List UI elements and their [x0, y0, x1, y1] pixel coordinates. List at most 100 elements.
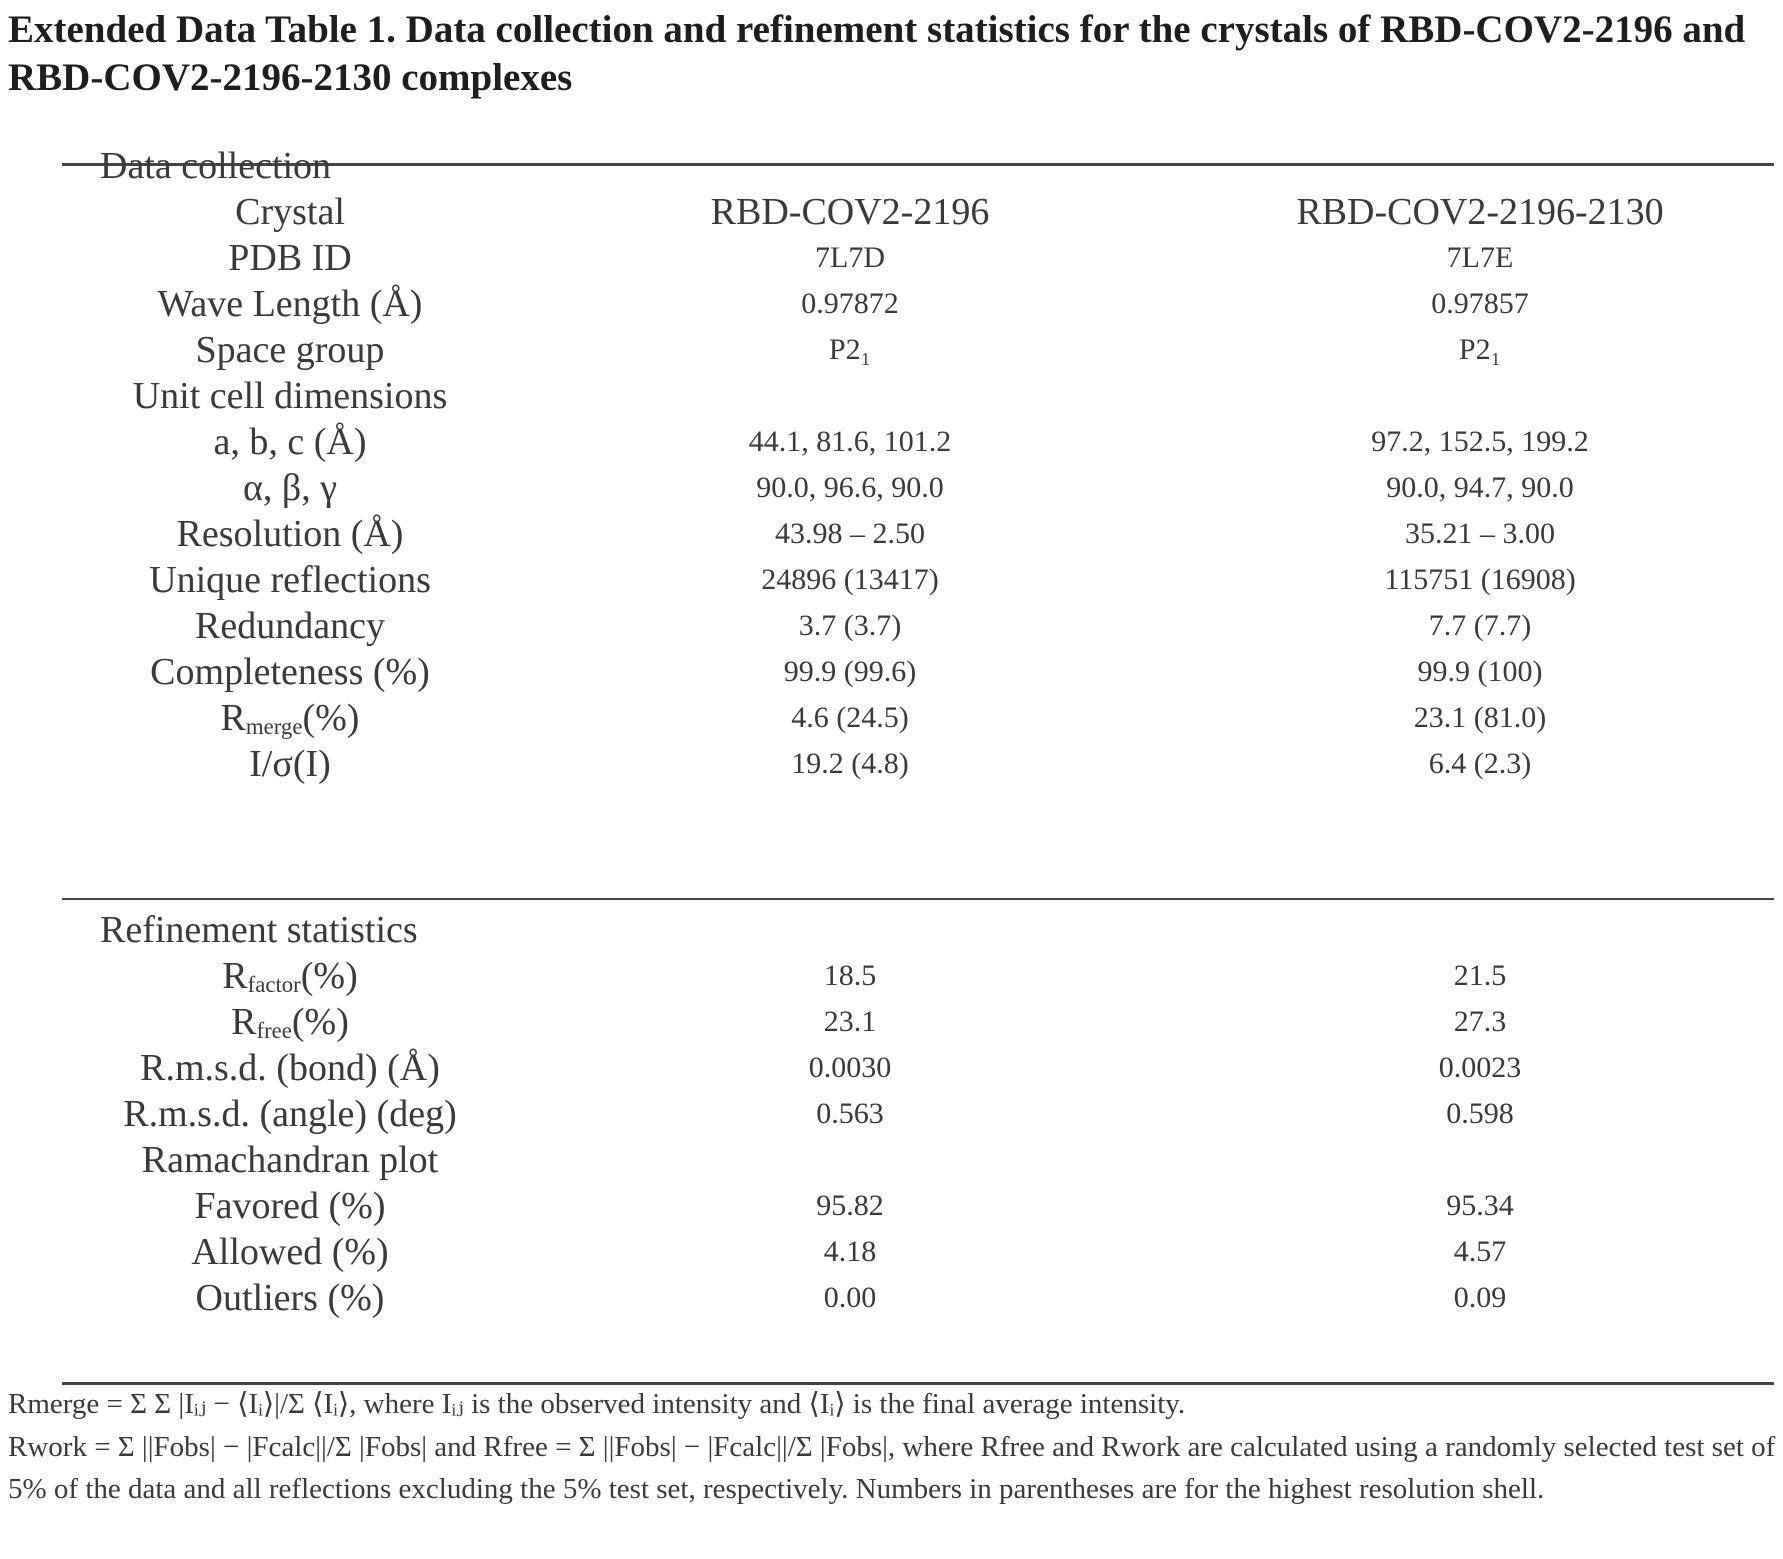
cell-value-1: 18.5	[823, 959, 877, 992]
row-label: Favored (%)	[194, 1185, 386, 1227]
row-label: Crystal	[235, 191, 345, 233]
label-tail: (%)	[300, 955, 358, 997]
row-label: I/σ(I)	[249, 743, 331, 785]
cell-value-2: 27.3	[1453, 1005, 1507, 1038]
cell-value-1: 24896 (13417)	[761, 563, 939, 596]
cell-value-2: 7.7 (7.7)	[1428, 609, 1532, 642]
section-divider	[62, 898, 1774, 900]
cell-value-1: 44.1, 81.6, 101.2	[748, 425, 952, 458]
cell-value-1: 23.1	[823, 1005, 877, 1038]
label-subscript: free	[256, 1018, 292, 1043]
cell-value-2: 97.2, 152.5, 199.2	[1371, 425, 1589, 458]
cell-value-2: 21.5	[1453, 959, 1507, 992]
row-label: Rmerge(%)	[70, 692, 510, 753]
row-label: R.m.s.d. (angle) (deg)	[123, 1093, 457, 1135]
table-row-angles: α, β, γ 90.0, 96.6, 90.0 90.0, 94.7, 90.…	[0, 462, 1783, 514]
cell-value-2: P2₁	[1458, 333, 1502, 366]
row-label: PDB ID	[228, 237, 352, 279]
cell-value-1: 0.97872	[801, 287, 899, 320]
cell-value-1: 95.82	[816, 1189, 884, 1222]
cell-value-1: 4.6 (24.5)	[791, 701, 909, 734]
table-row-pdb: PDB ID 7L7D 7L7E	[0, 232, 1783, 284]
section-data-collection: Data collection	[0, 140, 1783, 192]
cell-value-2: 7L7E	[1446, 241, 1514, 274]
row-label: Wave Length (Å)	[157, 283, 423, 325]
table-row-resolution: Resolution (Å) 43.98 – 2.50 35.21 – 3.00	[0, 508, 1783, 560]
table-row-ramachandran: Ramachandran plot	[0, 1134, 1783, 1186]
table-row-rmerge: Rmerge(%) 4.6 (24.5) 23.1 (81.0)	[0, 692, 1783, 744]
cell-value-2: 35.21 – 3.00	[1405, 517, 1555, 550]
row-label: Redundancy	[195, 605, 385, 647]
row-label: α, β, γ	[242, 467, 338, 509]
bottom-rule	[62, 1382, 1774, 1385]
row-label: Allowed (%)	[191, 1231, 389, 1273]
section-refinement: Refinement statistics	[0, 904, 1783, 956]
table-row-unit-cell: Unit cell dimensions	[0, 370, 1783, 422]
label-tail: (%)	[291, 1001, 349, 1043]
table-row-completeness: Completeness (%) 99.9 (99.6) 99.9 (100)	[0, 646, 1783, 698]
cell-value-2: 95.34	[1446, 1189, 1514, 1222]
table-row-redundancy: Redundancy 3.7 (3.7) 7.7 (7.7)	[0, 600, 1783, 652]
section-label: Data collection	[100, 145, 332, 187]
cell-value-1: 19.2 (4.8)	[791, 747, 909, 780]
cell-value-1: 0.00	[823, 1281, 877, 1314]
row-label: R.m.s.d. (bond) (Å)	[140, 1047, 440, 1089]
cell-value-1: 90.0, 96.6, 90.0	[756, 471, 944, 504]
section-label: Refinement statistics	[100, 909, 418, 951]
table-row-abc: a, b, c (Å) 44.1, 81.6, 101.2 97.2, 152.…	[0, 416, 1783, 468]
cell-value-2: 0.598	[1446, 1097, 1514, 1130]
label-main: R	[222, 955, 248, 997]
cell-value-2: 23.1 (81.0)	[1413, 701, 1547, 734]
table-row-favored: Favored (%) 95.82 95.34	[0, 1180, 1783, 1232]
table-row-rfree: Rfree(%) 23.1 27.3	[0, 996, 1783, 1048]
cell-value-2: 0.97857	[1431, 287, 1529, 320]
row-label: Rfactor(%)	[70, 950, 510, 1011]
row-label: Unique reflections	[149, 559, 431, 601]
top-rule	[62, 163, 1774, 166]
row-label: Space group	[195, 329, 385, 371]
footnote-rwork-rfree: Rwork = Σ ||Fobs| − |Fcalc||/Σ |Fobs| an…	[8, 1431, 1776, 1505]
label-main: R	[220, 697, 246, 739]
footnote-rmerge: Rmerge = Σ Σ |Iᵢⱼ − ⟨Iᵢ⟩|/Σ ⟨Iᵢ⟩, where …	[8, 1388, 1186, 1420]
row-label: Rfree(%)	[70, 996, 510, 1057]
table-row-rfactor: Rfactor(%) 18.5 21.5	[0, 950, 1783, 1002]
table-row-rmsd-angle: R.m.s.d. (angle) (deg) 0.563 0.598	[0, 1088, 1783, 1140]
row-label: Ramachandran plot	[141, 1139, 439, 1181]
row-label: Outliers (%)	[195, 1277, 385, 1319]
table-row-crystal: Crystal RBD-COV2-2196 RBD-COV2-2196-2130	[0, 186, 1783, 238]
label-subscript: merge	[245, 714, 303, 739]
row-label: Resolution (Å)	[176, 513, 404, 555]
row-label: Unit cell dimensions	[132, 375, 448, 417]
row-label: a, b, c (Å)	[213, 421, 367, 463]
table-row-unique: Unique reflections 24896 (13417) 115751 …	[0, 554, 1783, 606]
cell-value-1: 0.563	[816, 1097, 884, 1130]
cell-value-1: 43.98 – 2.50	[775, 517, 925, 550]
cell-value-1: P2₁	[828, 333, 872, 366]
table-row-outliers: Outliers (%) 0.00 0.09	[0, 1272, 1783, 1324]
crystal-1-header: RBD-COV2-2196	[710, 191, 990, 233]
cell-value-1: 0.0030	[808, 1051, 892, 1084]
cell-value-2: 6.4 (2.3)	[1428, 747, 1532, 780]
table-row-rmsd-bond: R.m.s.d. (bond) (Å) 0.0030 0.0023	[0, 1042, 1783, 1094]
table-row-allowed: Allowed (%) 4.18 4.57	[0, 1226, 1783, 1278]
cell-value-1: 3.7 (3.7)	[798, 609, 902, 642]
cell-value-2: 0.09	[1453, 1281, 1507, 1314]
cell-value-1: 4.18	[823, 1235, 877, 1268]
table-row-i-sigma: I/σ(I) 19.2 (4.8) 6.4 (2.3)	[0, 738, 1783, 790]
table-row-space-group: Space group P2₁ P2₁	[0, 324, 1783, 376]
cell-value-2: 99.9 (100)	[1417, 655, 1543, 688]
cell-value-2: 4.57	[1453, 1235, 1507, 1268]
cell-value-1: 99.9 (99.6)	[783, 655, 917, 688]
crystal-2-header: RBD-COV2-2196-2130	[1296, 191, 1664, 233]
label-subscript: factor	[247, 972, 301, 997]
cell-value-2: 0.0023	[1438, 1051, 1522, 1084]
cell-value-1: 7L7D	[815, 241, 885, 274]
label-tail: (%)	[302, 697, 360, 739]
table-title: Extended Data Table 1. Data collection a…	[8, 8, 1746, 99]
label-main: R	[231, 1001, 257, 1043]
cell-value-2: 115751 (16908)	[1384, 563, 1576, 596]
table-row-wave: Wave Length (Å) 0.97872 0.97857	[0, 278, 1783, 330]
cell-value-2: 90.0, 94.7, 90.0	[1386, 471, 1574, 504]
row-label: Completeness (%)	[150, 651, 430, 693]
